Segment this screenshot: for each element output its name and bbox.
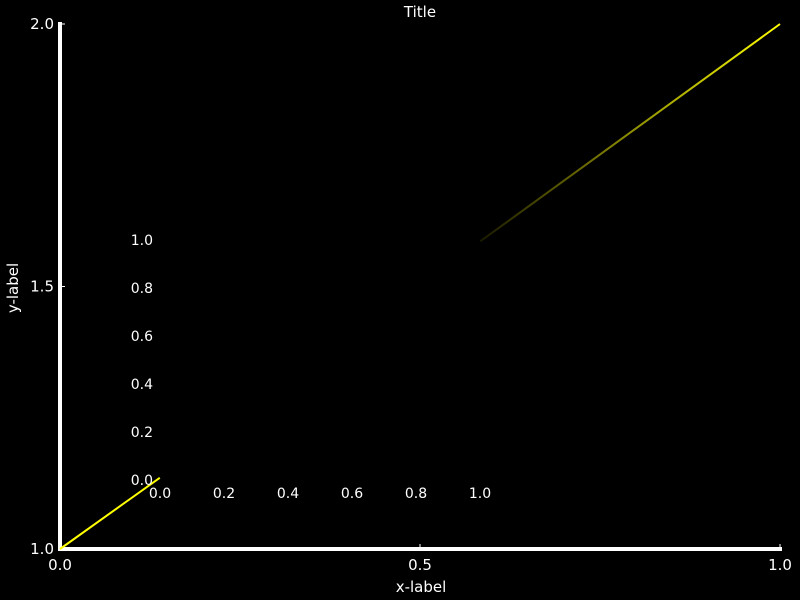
y-tick-label: 1.5 (30, 278, 54, 296)
inset-y-tick-label: 0.6 (131, 329, 153, 345)
chart-title: Title (403, 3, 436, 21)
y-tick-labels: 1.0 1.5 2.0 (30, 15, 65, 558)
x-tick-label: 1.0 (768, 556, 792, 574)
inset-x-tick-label: 0.2 (213, 486, 235, 502)
inset-tick-labels: 0.0 0.2 0.4 0.6 0.8 1.0 0.0 0.2 0.4 0.6 0.8 1.0 (131, 233, 491, 502)
y-tick-label: 1.0 (30, 540, 54, 558)
inset-y-tick-label: 0.0 (131, 473, 153, 489)
inset-x-tick-label: 0.4 (277, 486, 299, 502)
inset-y-tick-label: 0.2 (131, 425, 153, 441)
inset-x-tick-label: 0.6 (341, 486, 363, 502)
series-line (479, 23, 781, 243)
x-tick-labels: 0.0 0.5 1.0 (48, 544, 792, 574)
inset-y-tick-label: 1.0 (131, 233, 153, 249)
inset-y-tick-label: 0.4 (131, 377, 153, 393)
inset-y-tick-label: 0.8 (131, 281, 153, 297)
inset-x-tick-label: 0.0 (149, 486, 171, 502)
inset-x-tick-label: 0.8 (405, 486, 427, 502)
inset-x-tick-label: 1.0 (469, 486, 491, 502)
x-axis-label: x-label (396, 578, 447, 596)
x-tick-label: 0.0 (48, 556, 72, 574)
x-tick-label: 0.5 (408, 556, 432, 574)
y-tick-label: 2.0 (30, 15, 54, 33)
series-group (59, 23, 781, 550)
series-line (59, 476, 161, 550)
y-axis-label: y-label (4, 263, 22, 313)
